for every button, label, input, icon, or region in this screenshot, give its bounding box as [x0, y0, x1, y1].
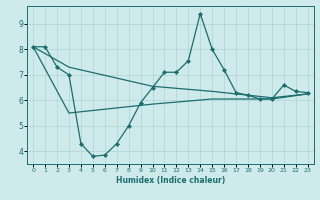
X-axis label: Humidex (Indice chaleur): Humidex (Indice chaleur) — [116, 176, 225, 185]
